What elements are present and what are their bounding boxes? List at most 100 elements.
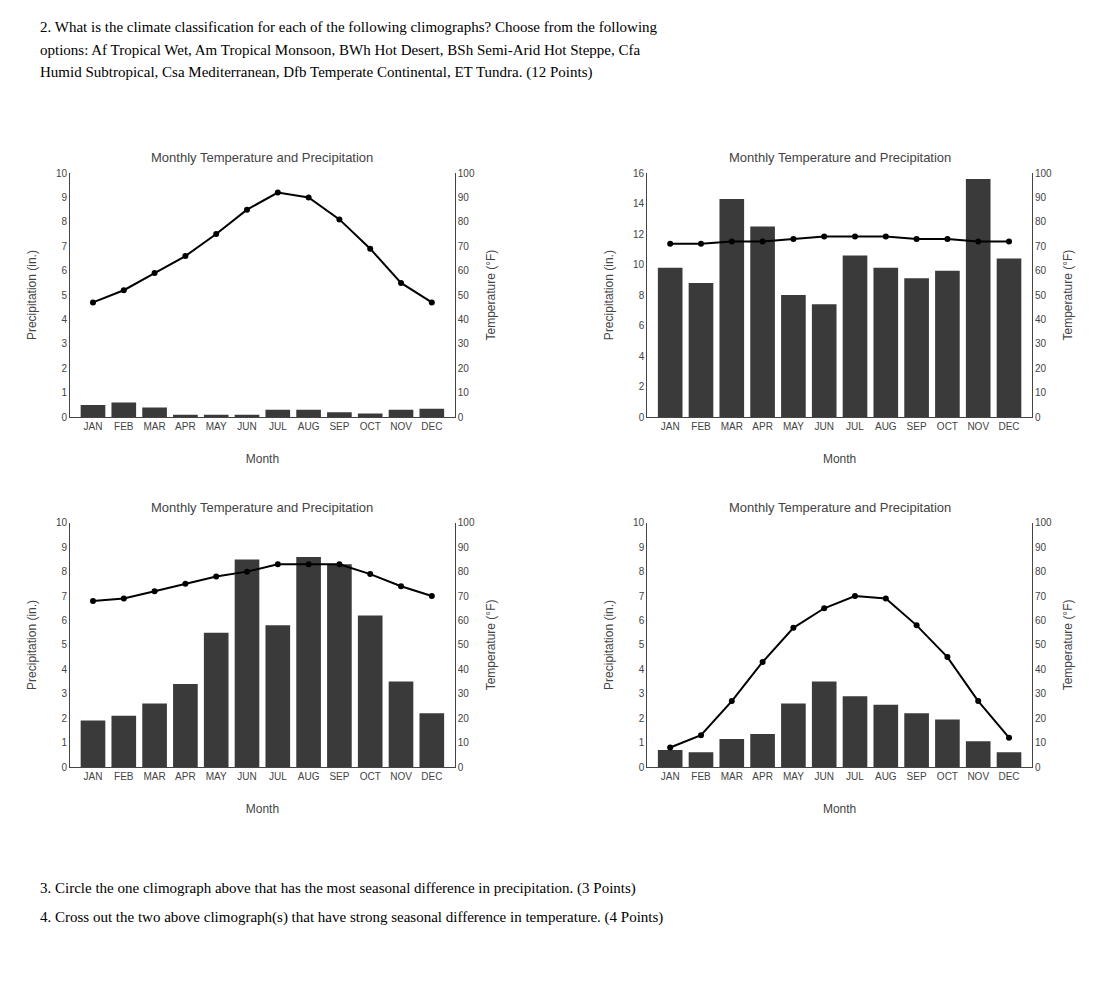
svg-text:40: 40	[458, 314, 470, 325]
svg-text:4: 4	[639, 664, 645, 675]
svg-text:60: 60	[458, 265, 470, 276]
svg-text:80: 80	[1035, 566, 1047, 577]
svg-text:Precipitation (in.): Precipitation (in.)	[25, 600, 39, 690]
svg-text:30: 30	[1035, 688, 1047, 699]
svg-text:OCT: OCT	[360, 421, 381, 432]
svg-text:NOV: NOV	[967, 421, 989, 432]
svg-text:7: 7	[61, 241, 67, 252]
svg-text:100: 100	[458, 517, 475, 528]
svg-text:Temperature (°F): Temperature (°F)	[484, 599, 498, 690]
svg-text:6: 6	[61, 615, 67, 626]
svg-text:7: 7	[61, 591, 67, 602]
svg-text:10: 10	[633, 517, 645, 528]
svg-text:AUG: AUG	[298, 771, 320, 782]
svg-text:100: 100	[1035, 517, 1052, 528]
svg-text:10: 10	[56, 517, 68, 528]
svg-text:2: 2	[61, 363, 67, 374]
svg-text:5: 5	[61, 639, 67, 650]
svg-text:AUG: AUG	[298, 421, 320, 432]
svg-text:MAY: MAY	[206, 421, 227, 432]
svg-text:Monthly Temperature and Precip: Monthly Temperature and Precipitation	[151, 150, 373, 165]
svg-text:APR: APR	[752, 771, 773, 782]
svg-text:JAN: JAN	[84, 771, 103, 782]
svg-text:90: 90	[1035, 542, 1047, 553]
svg-text:80: 80	[458, 216, 470, 227]
svg-text:MAR: MAR	[143, 771, 165, 782]
svg-text:70: 70	[458, 591, 470, 602]
svg-text:Temperature (°F): Temperature (°F)	[1061, 250, 1075, 341]
svg-text:OCT: OCT	[937, 421, 958, 432]
svg-text:70: 70	[458, 241, 470, 252]
svg-text:FEB: FEB	[114, 421, 134, 432]
svg-text:1: 1	[61, 387, 67, 398]
svg-text:0: 0	[61, 762, 67, 773]
svg-text:Precipitation (in.): Precipitation (in.)	[602, 600, 616, 690]
svg-text:MAY: MAY	[783, 421, 804, 432]
svg-text:MAR: MAR	[721, 421, 743, 432]
svg-text:5: 5	[61, 290, 67, 301]
svg-text:30: 30	[1035, 338, 1047, 349]
svg-text:60: 60	[1035, 615, 1047, 626]
svg-text:MAY: MAY	[783, 771, 804, 782]
svg-text:DEC: DEC	[998, 771, 1019, 782]
svg-text:100: 100	[458, 168, 475, 179]
svg-text:NOV: NOV	[390, 421, 412, 432]
svg-text:80: 80	[458, 566, 470, 577]
svg-text:60: 60	[1035, 265, 1047, 276]
svg-text:Month: Month	[246, 802, 279, 816]
svg-text:4: 4	[61, 664, 67, 675]
svg-text:10: 10	[633, 259, 645, 270]
svg-text:AUG: AUG	[875, 771, 897, 782]
svg-text:8: 8	[61, 216, 67, 227]
svg-text:0: 0	[639, 762, 645, 773]
svg-text:5: 5	[639, 639, 645, 650]
svg-text:2: 2	[639, 713, 645, 724]
svg-text:JAN: JAN	[84, 421, 103, 432]
svg-text:JUN: JUN	[814, 771, 833, 782]
svg-text:30: 30	[458, 688, 470, 699]
svg-text:JUL: JUL	[269, 771, 287, 782]
svg-text:JAN: JAN	[661, 421, 680, 432]
svg-text:Monthly Temperature and Precip: Monthly Temperature and Precipitation	[729, 150, 951, 165]
svg-text:8: 8	[639, 566, 645, 577]
svg-text:20: 20	[1035, 713, 1047, 724]
svg-text:MAY: MAY	[206, 771, 227, 782]
svg-text:100: 100	[1035, 168, 1052, 179]
svg-text:10: 10	[1035, 737, 1047, 748]
svg-text:NOV: NOV	[390, 771, 412, 782]
svg-text:JUN: JUN	[237, 421, 256, 432]
svg-text:80: 80	[1035, 216, 1047, 227]
svg-text:6: 6	[639, 615, 645, 626]
svg-text:16: 16	[633, 168, 645, 179]
svg-text:MAR: MAR	[721, 771, 743, 782]
svg-text:6: 6	[61, 265, 67, 276]
svg-text:10: 10	[1035, 387, 1047, 398]
svg-text:9: 9	[61, 192, 67, 203]
svg-text:JUL: JUL	[269, 421, 287, 432]
svg-text:Precipitation (in.): Precipitation (in.)	[25, 250, 39, 340]
svg-text:DEC: DEC	[998, 421, 1019, 432]
svg-text:APR: APR	[175, 771, 196, 782]
svg-text:FEB: FEB	[691, 771, 711, 782]
svg-text:10: 10	[458, 387, 470, 398]
svg-text:50: 50	[1035, 290, 1047, 301]
svg-text:AUG: AUG	[875, 421, 897, 432]
svg-text:OCT: OCT	[937, 771, 958, 782]
svg-text:Temperature (°F): Temperature (°F)	[484, 250, 498, 341]
svg-text:DEC: DEC	[421, 771, 442, 782]
svg-text:NOV: NOV	[967, 771, 989, 782]
svg-text:FEB: FEB	[691, 421, 711, 432]
svg-text:MAR: MAR	[143, 421, 165, 432]
svg-text:4: 4	[639, 351, 645, 362]
svg-text:30: 30	[458, 338, 470, 349]
svg-text:SEP: SEP	[329, 421, 349, 432]
svg-text:70: 70	[1035, 241, 1047, 252]
svg-text:10: 10	[56, 168, 68, 179]
svg-text:20: 20	[458, 363, 470, 374]
svg-text:20: 20	[458, 713, 470, 724]
svg-text:OCT: OCT	[360, 771, 381, 782]
svg-text:0: 0	[61, 412, 67, 423]
svg-text:0: 0	[458, 762, 464, 773]
svg-text:4: 4	[61, 314, 67, 325]
svg-text:50: 50	[458, 290, 470, 301]
